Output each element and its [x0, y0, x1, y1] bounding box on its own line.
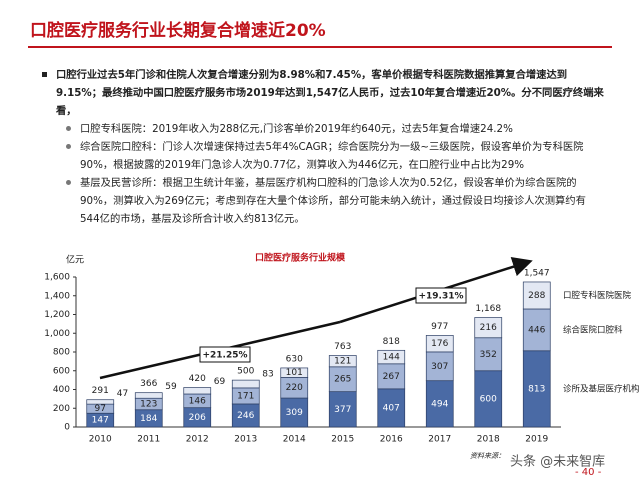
bar-segment — [280, 397, 309, 428]
y-tick-label: 1,200 — [44, 310, 70, 320]
x-tick-label: 2015 — [331, 435, 354, 445]
data-label: 146 — [189, 396, 206, 406]
bar-segment — [425, 335, 454, 353]
x-tick-label: 2014 — [283, 435, 306, 445]
x-tick-label: 2018 — [477, 435, 500, 445]
annotation: +19.31% — [418, 292, 463, 302]
source: 资料来源： — [470, 452, 505, 460]
total-label: 818 — [383, 337, 400, 347]
bullet-sub: 口腔专科医院：2019年收入为288亿元,门诊客单价2019年约640元，过去5… — [40, 120, 605, 138]
total-label: 291 — [92, 386, 109, 396]
data-label: 121 — [334, 357, 351, 367]
slide-title: 口腔医疗服务行业长期复合增速近20% — [30, 21, 326, 41]
total-label: 366 — [140, 379, 157, 389]
y-tick-label: 600 — [53, 366, 70, 376]
y-tick-label: 1,400 — [44, 291, 70, 301]
y-tick-label: 200 — [53, 404, 70, 414]
data-label: 184 — [140, 414, 157, 424]
data-label: 494 — [431, 399, 448, 409]
data-label: 176 — [431, 339, 448, 349]
data-label: 101 — [286, 368, 303, 378]
y-tick-label: 400 — [53, 385, 70, 395]
bar-segment — [425, 351, 454, 382]
x-tick-label: 2010 — [89, 435, 112, 445]
x-tick-label: 2012 — [186, 435, 209, 445]
annotation: +21.25% — [202, 351, 247, 361]
bar-segment — [474, 317, 503, 339]
total-label: 630 — [286, 354, 303, 364]
data-label: 352 — [480, 350, 497, 360]
watermark: 头条 @未来智库 — [510, 454, 605, 470]
data-label: 47 — [117, 389, 128, 399]
y-tick-label: 0 — [64, 423, 70, 433]
bar-segment — [522, 308, 551, 352]
y-tick-label: 1,600 — [44, 273, 70, 283]
x-tick-label: 2017 — [428, 435, 451, 445]
data-label: 446 — [528, 325, 545, 335]
data-label: 265 — [334, 375, 351, 385]
page-number: - 40 - — [575, 467, 602, 478]
total-label: 1,547 — [524, 268, 550, 278]
y-axis-label: 亿元 — [66, 254, 84, 266]
bar-segment — [474, 370, 503, 428]
bullet-sub: 基层及民营诊所：根据卫生统计年鉴，基层医疗机构口腔科的门急诊人次为0.52亿，假… — [40, 174, 605, 228]
total-label: 1,168 — [475, 304, 501, 314]
bar-segment — [328, 391, 357, 428]
data-label: 144 — [383, 353, 400, 363]
bar-segment — [231, 379, 260, 389]
data-label: 407 — [383, 403, 400, 413]
bullet-list: 口腔行业过去5年门诊和住院人次复合增速分别为8.98%和7.45%，客单价根据专… — [40, 66, 605, 228]
total-label: 763 — [334, 342, 351, 352]
bar-segment — [328, 366, 357, 393]
data-label: 97 — [95, 404, 106, 414]
data-label: 377 — [334, 405, 351, 415]
bar-segment — [86, 399, 115, 405]
bar-segment — [377, 363, 406, 390]
data-label: 147 — [92, 416, 109, 426]
data-label: 123 — [140, 399, 157, 409]
data-label: 307 — [431, 362, 448, 372]
x-tick-label: 2016 — [380, 435, 403, 445]
chart-title: 口腔医疗服务行业规模 — [255, 252, 346, 264]
bar-segment — [280, 367, 309, 378]
annotation-box — [415, 287, 467, 304]
data-label: 246 — [237, 411, 254, 421]
data-label: 600 — [480, 394, 497, 404]
data-label: 267 — [383, 372, 400, 382]
bar-segment — [377, 388, 406, 428]
y-tick-label: 800 — [53, 348, 70, 358]
annotation-box — [199, 346, 251, 363]
data-label: 171 — [237, 391, 254, 401]
total-label: 500 — [237, 367, 254, 377]
bar-segment — [183, 387, 212, 395]
bullet-main: 口腔行业过去5年门诊和住院人次复合增速分别为8.98%和7.45%，客单价根据专… — [40, 66, 605, 120]
total-label: 977 — [431, 322, 448, 332]
bar-segment — [522, 281, 551, 310]
data-label: 220 — [286, 383, 303, 393]
x-tick-label: 2013 — [234, 435, 257, 445]
bar-segment — [328, 355, 357, 368]
y-tick-label: 1,000 — [44, 329, 70, 339]
data-label: 206 — [189, 413, 206, 423]
data-label: 288 — [528, 291, 545, 301]
bullet-sub: 综合医院口腔科：门诊人次增速保持过去5年4%CAGR；综合医院分为一级~三级医院… — [40, 138, 605, 174]
data-label: 813 — [528, 384, 545, 394]
legend-label: 诊所及基层医疗机构 — [563, 383, 640, 394]
legend-label: 口腔专科医院医院 — [563, 290, 632, 301]
x-tick-label: 2011 — [137, 435, 160, 445]
legend-label: 综合医院口腔科 — [563, 324, 623, 335]
data-label: 69 — [214, 377, 226, 387]
bar-segment — [377, 349, 406, 365]
bar-segment — [134, 392, 163, 399]
bar-segment — [425, 380, 454, 428]
data-label: 59 — [165, 382, 177, 392]
data-label: 216 — [480, 323, 497, 333]
total-label: 420 — [189, 374, 206, 384]
title-rule — [28, 46, 612, 48]
data-label: 83 — [262, 370, 273, 380]
data-label: 309 — [286, 408, 303, 418]
x-tick-label: 2019 — [525, 435, 548, 445]
